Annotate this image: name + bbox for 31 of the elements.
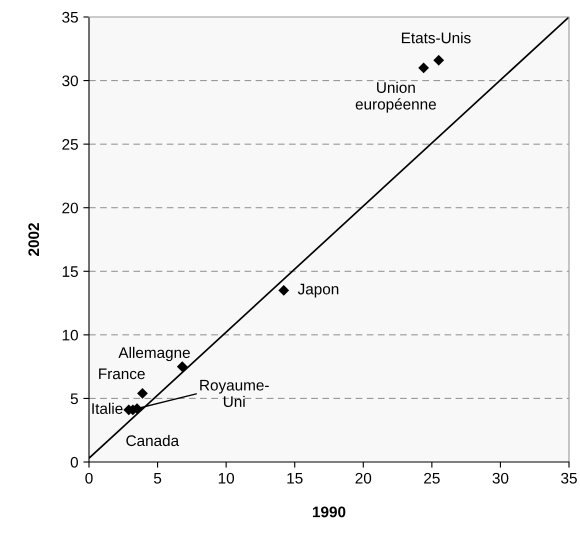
x-tick-label: 10 — [218, 472, 234, 484]
x-tick-label: 15 — [287, 472, 303, 484]
point — [433, 54, 444, 66]
annotation: Etats-Unis — [402, 32, 471, 44]
annotation: Union européenne — [356, 82, 436, 113]
point — [137, 388, 148, 399]
x-tick-label: 25 — [424, 472, 440, 484]
y-axis-title: 2002 — [28, 223, 40, 256]
x-tick-label: 0 — [85, 472, 93, 484]
point — [418, 62, 430, 74]
y-tick-label: 30 — [62, 75, 78, 86]
annotation: Italie — [92, 402, 123, 414]
y-tick-label: 25 — [62, 139, 78, 150]
x-tick-label: 20 — [356, 472, 372, 484]
y-tick-label: 10 — [62, 330, 78, 341]
x-tick-label: 30 — [492, 472, 508, 484]
x-tick-label: 35 — [561, 472, 577, 484]
x-tick-label: 5 — [154, 472, 162, 484]
y-tick-label: 20 — [62, 202, 78, 214]
annotation: France — [99, 368, 145, 380]
y-tick-label: 0 — [70, 456, 78, 468]
annotation: Canada — [126, 434, 180, 446]
point — [176, 361, 188, 372]
annotation: Royaume- Uni — [200, 380, 269, 408]
point — [278, 284, 290, 296]
annotation: Allemagne — [118, 346, 190, 362]
y-tick-label: 15 — [62, 266, 78, 277]
y-tick-label: 35 — [62, 12, 78, 23]
x-axis-title: 1990 — [312, 506, 346, 518]
annotation: Japon — [298, 284, 338, 298]
y-tick-label: 5 — [70, 393, 78, 404]
